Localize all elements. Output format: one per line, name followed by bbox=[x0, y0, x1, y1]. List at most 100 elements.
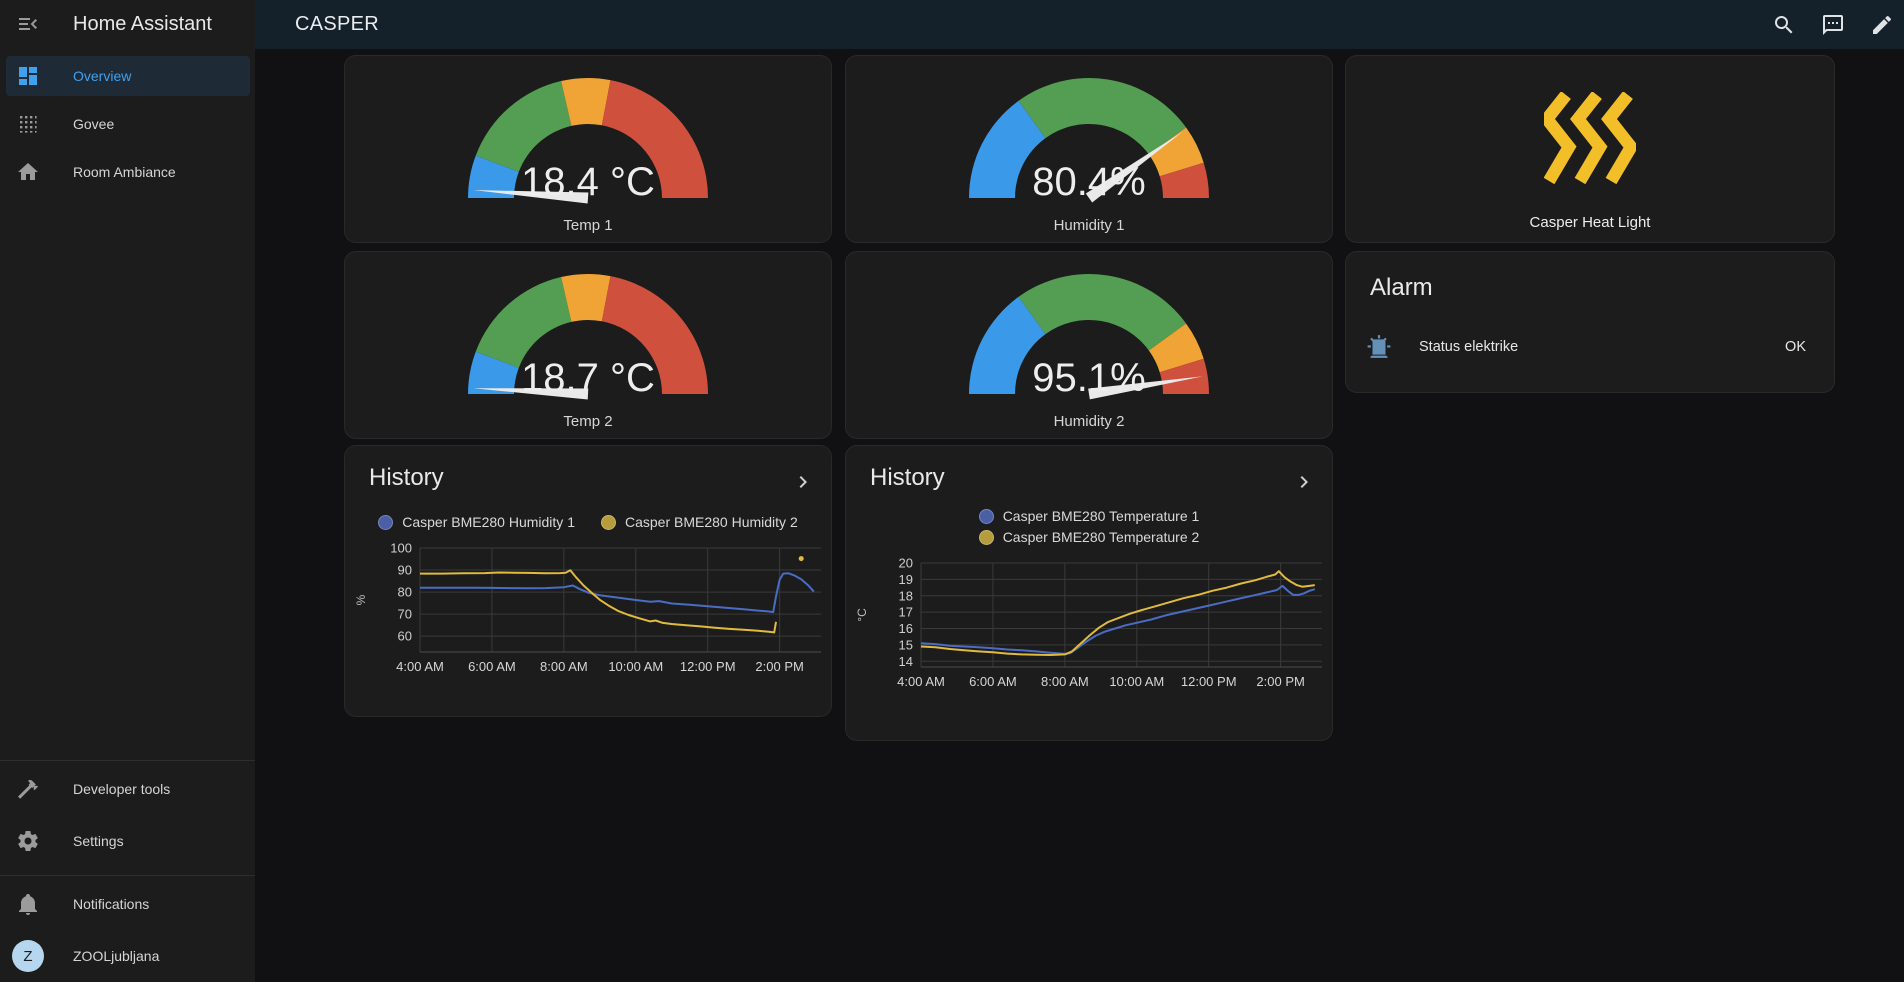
gauge-card-temp-2[interactable]: 18.7 °C Temp 2 bbox=[344, 251, 832, 439]
sidebar-spacer bbox=[0, 200, 255, 760]
sidebar-item-govee[interactable]: Govee bbox=[6, 104, 250, 144]
chevron-right-icon[interactable] bbox=[791, 470, 815, 494]
sidebar-item-room-ambiance[interactable]: Room Ambiance bbox=[6, 152, 250, 192]
legend-item[interactable]: Casper BME280 Humidity 1 bbox=[378, 514, 575, 530]
sidebar-header: Home Assistant bbox=[0, 0, 255, 48]
sidebar-item-developer-tools[interactable]: Developer tools bbox=[6, 769, 250, 809]
svg-text:90: 90 bbox=[398, 563, 412, 578]
dashboard-title: CASPER bbox=[295, 13, 380, 35]
gauge-humidity-2: 95.1% bbox=[959, 266, 1219, 400]
gauge-label: Humidity 2 bbox=[1053, 413, 1125, 430]
hammer-icon bbox=[16, 777, 40, 801]
legend-label: Casper BME280 Humidity 2 bbox=[625, 514, 798, 530]
gauge-temp-1: 18.4 °C bbox=[458, 70, 718, 204]
sidebar-item-notifications[interactable]: Notifications bbox=[6, 884, 250, 924]
gauge-label: Temp 1 bbox=[563, 217, 613, 234]
history-card-humidity: History Casper BME280 Humidity 1 Casper B… bbox=[344, 445, 832, 717]
sidebar-nav: Overview Govee Room Ambiance bbox=[0, 56, 255, 200]
avatar: Z bbox=[12, 940, 44, 972]
sidebar-item-user[interactable]: Z ZOOLjubljana bbox=[6, 932, 250, 980]
gauge-humidity-1: 80.4% bbox=[959, 70, 1219, 204]
topbar-actions bbox=[1772, 13, 1904, 37]
gauge-label: Temp 2 bbox=[563, 413, 613, 430]
chevron-right-icon[interactable] bbox=[1292, 470, 1316, 494]
sidebar-item-overview[interactable]: Overview bbox=[6, 56, 250, 96]
svg-text:%: % bbox=[354, 594, 368, 605]
legend-dot-icon bbox=[978, 529, 994, 545]
sidebar-divider bbox=[0, 760, 255, 761]
history-card-temperature: History Casper BME280 Temperature 1 Caspe… bbox=[845, 445, 1333, 741]
menu-open-icon[interactable] bbox=[16, 12, 40, 36]
legend-label: Casper BME280 Humidity 1 bbox=[402, 514, 575, 530]
legend-dot-icon bbox=[378, 514, 394, 530]
alarm-light-icon bbox=[1366, 334, 1392, 360]
gauge-value: 18.4 °C bbox=[521, 160, 655, 204]
topbar: CASPER bbox=[255, 0, 1904, 49]
home-icon bbox=[16, 160, 40, 184]
alarm-entity-state: OK bbox=[1785, 339, 1806, 355]
sidebar-item-label: Overview bbox=[73, 68, 132, 84]
gauge-arc bbox=[468, 274, 708, 400]
gauge-value: 18.7 °C bbox=[521, 356, 655, 400]
svg-text:17: 17 bbox=[899, 605, 913, 620]
edit-icon[interactable] bbox=[1870, 13, 1894, 37]
search-icon[interactable] bbox=[1772, 13, 1796, 37]
heat-light-label: Casper Heat Light bbox=[1529, 214, 1651, 231]
chart-legend: Casper BME280 Temperature 1 Casper BME280… bbox=[846, 508, 1332, 545]
gauge-temp-2: 18.7 °C bbox=[458, 266, 718, 400]
legend-dot-icon bbox=[978, 508, 994, 524]
user-name: ZOOLjubljana bbox=[73, 948, 160, 964]
svg-text:8:00 AM: 8:00 AM bbox=[1041, 674, 1089, 689]
heat-light-card[interactable]: Casper Heat Light bbox=[1345, 55, 1835, 243]
sidebar-item-label: Notifications bbox=[73, 896, 150, 912]
gauge-value: 95.1% bbox=[1032, 356, 1146, 400]
svg-text:6:00 AM: 6:00 AM bbox=[468, 659, 516, 674]
alarm-card: Alarm Status elektrike OK bbox=[1345, 251, 1835, 393]
gauge-card-temp-1[interactable]: 18.4 °C Temp 1 bbox=[344, 55, 832, 243]
svg-text:20: 20 bbox=[899, 556, 913, 571]
svg-text:10:00 AM: 10:00 AM bbox=[608, 659, 663, 674]
gauge-arc bbox=[969, 274, 1209, 400]
sidebar: Home Assistant Overview Govee bbox=[0, 0, 255, 982]
sidebar-divider bbox=[0, 875, 255, 876]
svg-text:4:00 AM: 4:00 AM bbox=[897, 674, 945, 689]
history-card-title: History bbox=[369, 464, 444, 491]
dashboard-view: 18.4 °C Temp 1 80.4% Humidity 1 Casper H… bbox=[255, 49, 1904, 982]
alarm-entity-name: Status elektrike bbox=[1419, 339, 1519, 355]
legend-item[interactable]: Casper BME280 Temperature 1 bbox=[978, 508, 1199, 524]
svg-text:12:00 PM: 12:00 PM bbox=[680, 659, 736, 674]
history-card-title: History bbox=[870, 464, 945, 491]
alarm-entity-row[interactable]: Status elektrike OK bbox=[1346, 334, 1834, 360]
svg-text:19: 19 bbox=[899, 572, 913, 587]
gauge-label: Humidity 1 bbox=[1053, 217, 1125, 234]
legend-item[interactable]: Casper BME280 Temperature 2 bbox=[978, 529, 1200, 545]
message-icon[interactable] bbox=[1821, 13, 1845, 37]
bell-icon bbox=[16, 892, 40, 916]
svg-text:6:00 AM: 6:00 AM bbox=[969, 674, 1017, 689]
sidebar-item-label: Govee bbox=[73, 116, 115, 132]
sidebar-item-settings[interactable]: Settings bbox=[6, 821, 250, 861]
history-chart-humidity: 100 90 80 70 60 4:00 AM 6:00 AM 8:00 AM 10:00 AM… bbox=[354, 541, 821, 674]
gauge-card-humidity-2[interactable]: 95.1% Humidity 2 bbox=[845, 251, 1333, 439]
heat-wave-icon bbox=[1544, 92, 1636, 184]
app-title: Home Assistant bbox=[73, 12, 212, 35]
legend-dot-icon bbox=[601, 514, 616, 530]
alarm-card-title: Alarm bbox=[1370, 274, 1433, 301]
gauge-value: 80.4% bbox=[1032, 160, 1146, 204]
svg-text:12:00 PM: 12:00 PM bbox=[1181, 674, 1237, 689]
sidebar-item-label: Settings bbox=[73, 833, 124, 849]
svg-text:70: 70 bbox=[398, 607, 412, 622]
legend-item[interactable]: Casper BME280 Humidity 2 bbox=[601, 514, 798, 530]
dots-grid-icon bbox=[16, 112, 40, 136]
gauge-arc bbox=[969, 78, 1209, 203]
sidebar-item-label: Room Ambiance bbox=[73, 164, 176, 180]
gauge-card-humidity-1[interactable]: 80.4% Humidity 1 bbox=[845, 55, 1333, 243]
gauge-arc bbox=[468, 78, 708, 204]
svg-text:18: 18 bbox=[899, 588, 913, 603]
view-dashboard-icon bbox=[16, 64, 40, 88]
svg-text:°C: °C bbox=[855, 608, 869, 622]
legend-label: Casper BME280 Temperature 2 bbox=[1002, 529, 1200, 545]
sidebar-item-label: Developer tools bbox=[73, 781, 171, 797]
svg-text:100: 100 bbox=[390, 541, 412, 556]
